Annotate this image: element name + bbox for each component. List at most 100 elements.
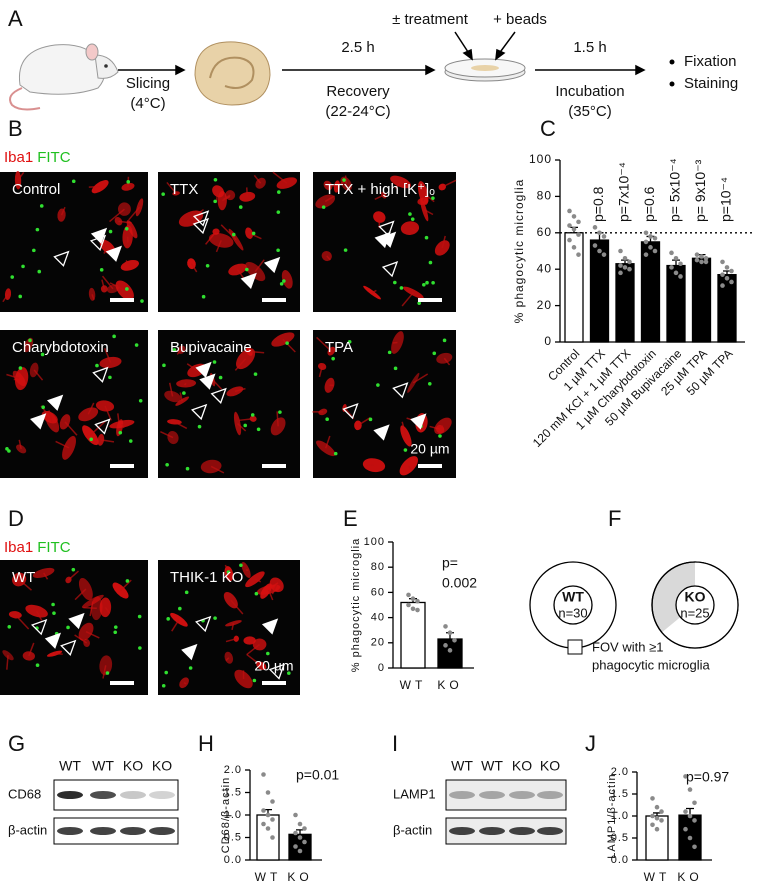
bead — [278, 410, 282, 414]
process — [101, 279, 105, 290]
bead — [140, 299, 144, 303]
microglia — [8, 611, 22, 619]
p-value: p=0.8 — [590, 186, 606, 222]
arrowhead — [195, 361, 212, 379]
band — [57, 827, 83, 835]
process — [336, 180, 346, 188]
bead — [113, 630, 118, 635]
data-point — [297, 835, 303, 840]
data-point — [648, 245, 653, 250]
bead — [18, 294, 23, 299]
bar — [437, 638, 463, 669]
data-point — [270, 799, 275, 804]
process — [231, 623, 235, 631]
data-point — [576, 232, 581, 237]
bead — [256, 427, 261, 432]
y-tick-label: 0.0 — [611, 854, 629, 866]
process — [171, 619, 180, 632]
bead — [410, 217, 415, 221]
bead — [212, 360, 217, 364]
process — [168, 382, 174, 397]
arrowhead — [68, 612, 85, 630]
data-point — [415, 607, 420, 613]
process — [14, 614, 30, 630]
p-value: p= 9x10⁻³ — [692, 159, 708, 222]
data-point — [720, 259, 725, 265]
mouse-icon — [9, 43, 119, 111]
process — [6, 373, 20, 380]
bead — [35, 663, 40, 668]
arrowhead — [92, 366, 109, 383]
process — [91, 294, 95, 300]
lane-label: KO — [152, 758, 172, 774]
band — [509, 791, 535, 799]
bead — [18, 366, 23, 370]
bead — [35, 227, 40, 232]
bead — [71, 179, 76, 184]
image-title: THIK-1 KO — [170, 569, 243, 586]
lane-label: WT — [59, 758, 81, 774]
process — [121, 423, 125, 429]
bead — [128, 439, 133, 443]
data-point — [720, 272, 725, 277]
microglia — [16, 444, 27, 454]
data-point — [724, 265, 730, 270]
process — [401, 292, 414, 307]
band — [449, 827, 475, 835]
process — [125, 259, 131, 266]
process — [176, 349, 182, 355]
data-point — [692, 818, 697, 823]
arrowhead — [261, 618, 279, 635]
process — [408, 465, 412, 470]
arrowhead — [373, 424, 390, 441]
microglia — [100, 285, 108, 293]
bead — [165, 462, 169, 467]
process — [253, 174, 262, 184]
bead — [442, 338, 447, 343]
data-point — [729, 268, 734, 274]
process — [438, 425, 444, 428]
process — [160, 430, 174, 439]
band — [120, 791, 146, 799]
bead — [368, 417, 373, 422]
image-title: Control — [12, 181, 60, 198]
process — [422, 197, 425, 202]
data-point — [654, 826, 660, 832]
bead — [238, 205, 243, 209]
blot-row-label: LAMP1 — [393, 786, 436, 801]
data-point — [447, 630, 453, 636]
scale-bar — [262, 681, 286, 685]
y-tick-label: 0 — [544, 334, 552, 348]
arrowhead — [190, 403, 208, 421]
band — [90, 791, 116, 799]
data-point — [648, 234, 653, 239]
process — [83, 606, 97, 610]
band — [479, 827, 505, 835]
process — [267, 589, 274, 601]
process — [87, 402, 95, 415]
process — [326, 255, 331, 261]
step-label: (22-24°C) — [325, 103, 390, 120]
data-point — [571, 226, 577, 232]
data-point — [650, 796, 655, 801]
bullet — [669, 59, 675, 65]
blot-row-label: β-actin — [8, 822, 47, 837]
data-point — [270, 817, 275, 822]
bead — [282, 279, 286, 283]
data-point — [699, 259, 704, 265]
process — [234, 358, 247, 371]
y-tick-label: 1.5 — [224, 786, 242, 798]
data-point — [678, 261, 683, 267]
bead — [32, 248, 36, 253]
process — [103, 246, 109, 254]
process — [225, 657, 230, 662]
data-point — [592, 243, 598, 248]
process — [282, 338, 296, 353]
data-point — [618, 248, 623, 254]
process — [254, 259, 265, 272]
process — [374, 194, 385, 200]
data-point — [703, 255, 709, 261]
p-value: p=7x10⁻⁴ — [616, 162, 632, 222]
stain-iba1: Iba1 — [4, 149, 33, 166]
image-title: Charybdotoxin — [12, 339, 109, 356]
